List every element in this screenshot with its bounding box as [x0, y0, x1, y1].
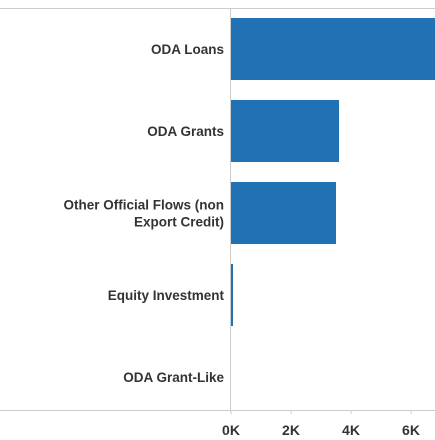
category-label-3: Other Official Flows (non Export Credit) [63, 198, 224, 230]
bar-3 [231, 182, 336, 244]
x-tick-labels-group: 0K 2K 4K 6K [222, 410, 420, 438]
category-label-5: ODA Grant-Like [123, 370, 224, 385]
x-tick-label-1: 0K [222, 422, 240, 438]
bar-4 [231, 264, 233, 326]
category-labels-group: ODA Loans ODA Grants Other Official Flows … [63, 42, 224, 385]
category-label-1: ODA Loans [151, 42, 224, 57]
x-tick-label-3: 4K [342, 422, 360, 438]
x-tick-label-2: 2K [282, 422, 300, 438]
category-label-2: ODA Grants [147, 124, 224, 139]
bar-2 [231, 100, 339, 162]
bar-1 [231, 18, 435, 80]
x-tick-label-4: 6K [402, 422, 420, 438]
x-axis [0, 8, 435, 411]
category-label-4: Equity Investment [108, 288, 225, 303]
bars-group [231, 18, 435, 326]
